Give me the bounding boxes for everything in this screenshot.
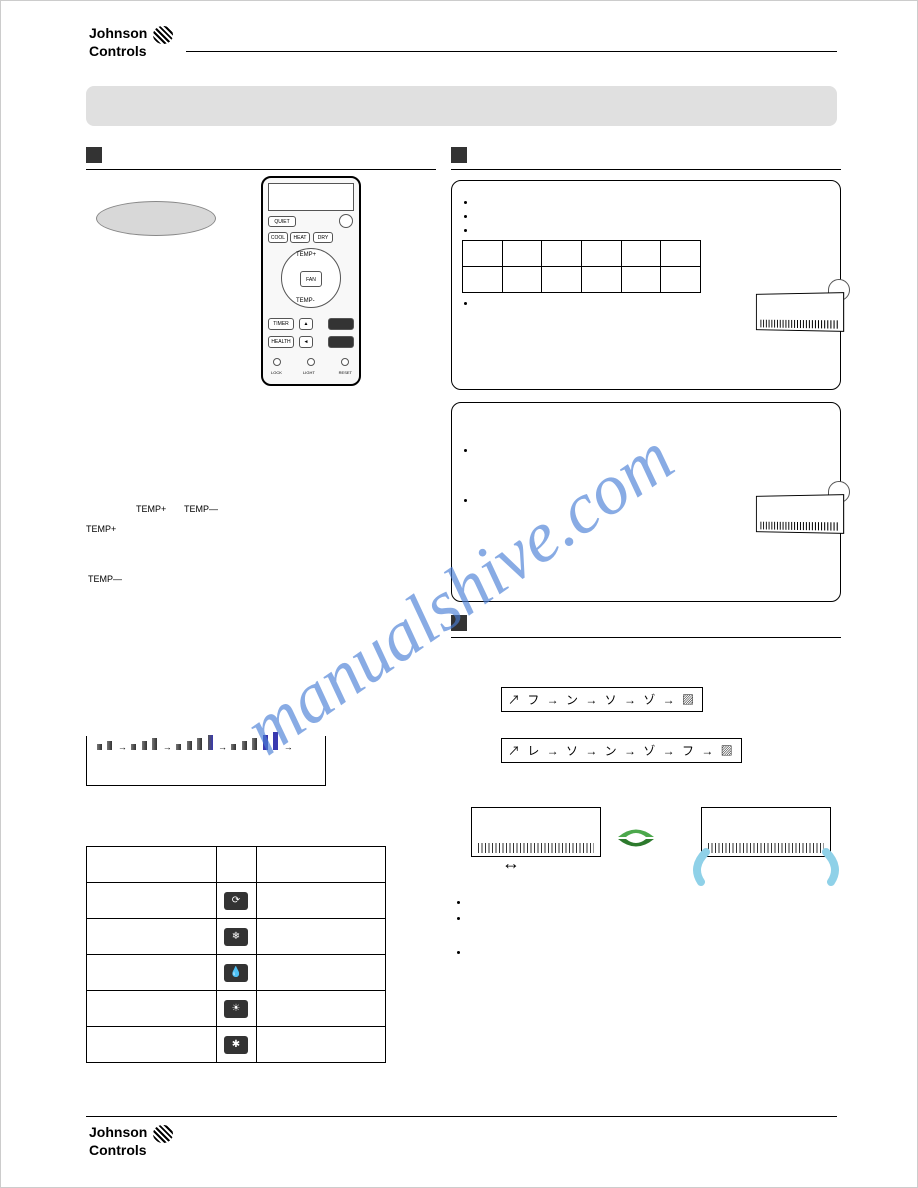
heat-button: HEAT	[290, 232, 310, 243]
table-row: ☀	[87, 991, 386, 1027]
airflow-arrows-icon	[686, 847, 846, 887]
swing-sequence-cool: ↗ フ → ン → ソ → ゾ → ▨	[501, 687, 703, 712]
section-divider-1	[86, 169, 436, 170]
label-temp-plus: TEMP+	[136, 504, 166, 514]
power-button-icon	[339, 214, 353, 228]
list-item	[476, 211, 830, 221]
footer-divider	[86, 1116, 837, 1117]
swing-up-button: ▲	[299, 318, 313, 330]
list-item	[476, 225, 830, 235]
fan-button: FAN	[300, 271, 322, 287]
brand-logo-bottom: Johnson Controls	[89, 1125, 173, 1157]
lock-pin-icon	[273, 358, 281, 366]
remote-screen	[268, 183, 354, 211]
right-column: ↗ フ → ン → ソ → ゾ → ▨ ↗ レ → ソ → ン → ゾ → フ …	[451, 146, 841, 963]
reset-pin-icon	[341, 358, 349, 366]
table-row	[87, 847, 386, 883]
brand-logo-top: Johnson Controls	[89, 26, 173, 58]
list-item	[476, 445, 830, 455]
brand-line1: Johnson	[89, 25, 147, 41]
table-row: ❄	[87, 919, 386, 955]
swing-angle-table	[462, 240, 701, 293]
brand-line2-footer: Controls	[89, 1142, 147, 1158]
lock-label: LOCK	[271, 370, 282, 375]
quiet-button: QUIET	[268, 216, 296, 227]
section-marker-3	[451, 615, 467, 631]
brand-line2: Controls	[89, 43, 147, 59]
heat-mode-icon: ☀	[224, 1000, 248, 1018]
temp-minus-label: TEMP-	[296, 298, 315, 304]
fan-mode-icon: ✱	[224, 1036, 248, 1054]
label-temp-plus-2: TEMP+	[86, 524, 116, 534]
section-marker-1	[86, 147, 102, 163]
section-marker-2	[451, 147, 467, 163]
airflow-diagram: ↔	[451, 807, 841, 877]
brand-swirl-icon	[153, 26, 173, 44]
dpad-ring: TEMP+ TEMP- FAN	[281, 248, 341, 308]
manual-page: manualshive.com Johnson Controls QUIET C…	[0, 0, 918, 1188]
fan-speed-diagram: → → → →	[86, 736, 326, 786]
health-button: HEALTH	[268, 336, 294, 348]
temp-plus-label: TEMP+	[296, 252, 316, 258]
callout-ellipse	[96, 201, 216, 236]
cool-button: COOL	[268, 232, 288, 243]
section-title-bar	[86, 86, 837, 126]
brand-line1-footer: Johnson	[89, 1124, 147, 1140]
list-item	[469, 897, 841, 907]
label-temp-minus-2: TEMP—	[88, 574, 122, 584]
info-panel-1	[451, 180, 841, 390]
mode-table: ⟳ ❄ 💧 ☀ ✱	[86, 846, 386, 1063]
remote-control-illustration: QUIET COOL HEAT DRY TEMP+ TEMP- FAN TIME…	[261, 176, 361, 386]
header-divider	[186, 51, 837, 52]
brand-swirl-icon-footer	[153, 1125, 173, 1143]
info-panel-2	[451, 402, 841, 602]
notes-list	[451, 897, 841, 957]
light-pin-icon	[307, 358, 315, 366]
section-divider-2	[451, 169, 841, 170]
table-row: ⟳	[87, 883, 386, 919]
reset-label: RESET	[339, 370, 352, 375]
ac-unit-illustration-2	[753, 483, 848, 538]
timer-button: TIMER	[268, 318, 294, 330]
list-item	[469, 947, 841, 957]
extra-button	[328, 336, 354, 348]
dry-button: DRY	[313, 232, 333, 243]
swoosh-arrow-icon	[616, 825, 651, 849]
section-divider-3	[451, 637, 841, 638]
list-item	[469, 913, 841, 923]
cool-mode-icon: ❄	[224, 928, 248, 946]
table-row: ✱	[87, 1027, 386, 1063]
label-temp-minus: TEMP—	[184, 504, 218, 514]
swing-side-button: ◄	[299, 336, 313, 348]
light-label: LIGHT	[303, 370, 315, 375]
table-row: 💧	[87, 955, 386, 991]
left-column: QUIET COOL HEAT DRY TEMP+ TEMP- FAN TIME…	[86, 146, 436, 180]
mode-button	[328, 318, 354, 330]
auto-mode-icon: ⟳	[224, 892, 248, 910]
dry-mode-icon: 💧	[224, 964, 248, 982]
double-arrow-icon: ↔	[502, 853, 520, 874]
list-item	[476, 197, 830, 207]
ac-unit-illustration-1	[753, 281, 848, 336]
ac-unit-left: ↔	[471, 807, 601, 857]
swing-sequence-heat: ↗ レ → ソ → ン → ゾ → フ → ▨	[501, 738, 742, 763]
